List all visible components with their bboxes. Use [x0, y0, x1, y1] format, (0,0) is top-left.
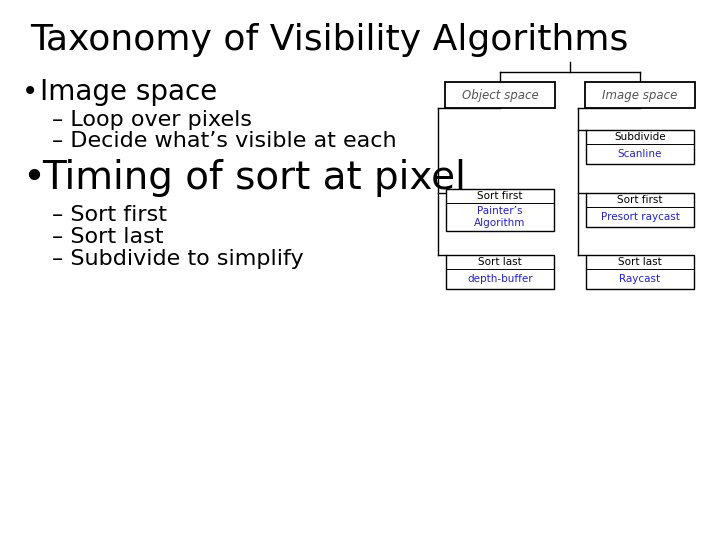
- Text: Object space: Object space: [462, 89, 539, 102]
- Text: Painter’s
Algorithm: Painter’s Algorithm: [474, 206, 526, 227]
- Text: Scanline: Scanline: [618, 149, 662, 159]
- FancyBboxPatch shape: [585, 82, 695, 108]
- FancyBboxPatch shape: [586, 193, 694, 227]
- Text: Taxonomy of Visibility Algorithms: Taxonomy of Visibility Algorithms: [30, 23, 629, 57]
- Text: Sort last: Sort last: [618, 257, 662, 267]
- Text: depth-buffer: depth-buffer: [467, 274, 533, 284]
- FancyBboxPatch shape: [445, 82, 555, 108]
- Text: •: •: [22, 159, 45, 197]
- Text: Timing of sort at pixel: Timing of sort at pixel: [42, 159, 466, 197]
- FancyBboxPatch shape: [446, 189, 554, 231]
- FancyBboxPatch shape: [586, 130, 694, 164]
- Text: Sort first: Sort first: [477, 191, 523, 201]
- Text: Image space: Image space: [603, 89, 678, 102]
- Text: Image space: Image space: [40, 78, 217, 106]
- Text: – Decide what’s visible at each: – Decide what’s visible at each: [52, 131, 397, 151]
- Text: – Sort last: – Sort last: [52, 227, 163, 247]
- Text: Presort raycast: Presort raycast: [600, 212, 680, 222]
- FancyBboxPatch shape: [586, 255, 694, 289]
- Text: Raycast: Raycast: [619, 274, 660, 284]
- Text: – Loop over pixels: – Loop over pixels: [52, 110, 252, 130]
- Text: – Sort first: – Sort first: [52, 205, 167, 225]
- FancyBboxPatch shape: [446, 255, 554, 289]
- Text: Sort last: Sort last: [478, 257, 522, 267]
- Text: – Subdivide to simplify: – Subdivide to simplify: [52, 249, 304, 269]
- Text: •: •: [22, 78, 38, 106]
- Text: Sort first: Sort first: [617, 195, 662, 205]
- Text: Subdivide: Subdivide: [614, 132, 666, 142]
